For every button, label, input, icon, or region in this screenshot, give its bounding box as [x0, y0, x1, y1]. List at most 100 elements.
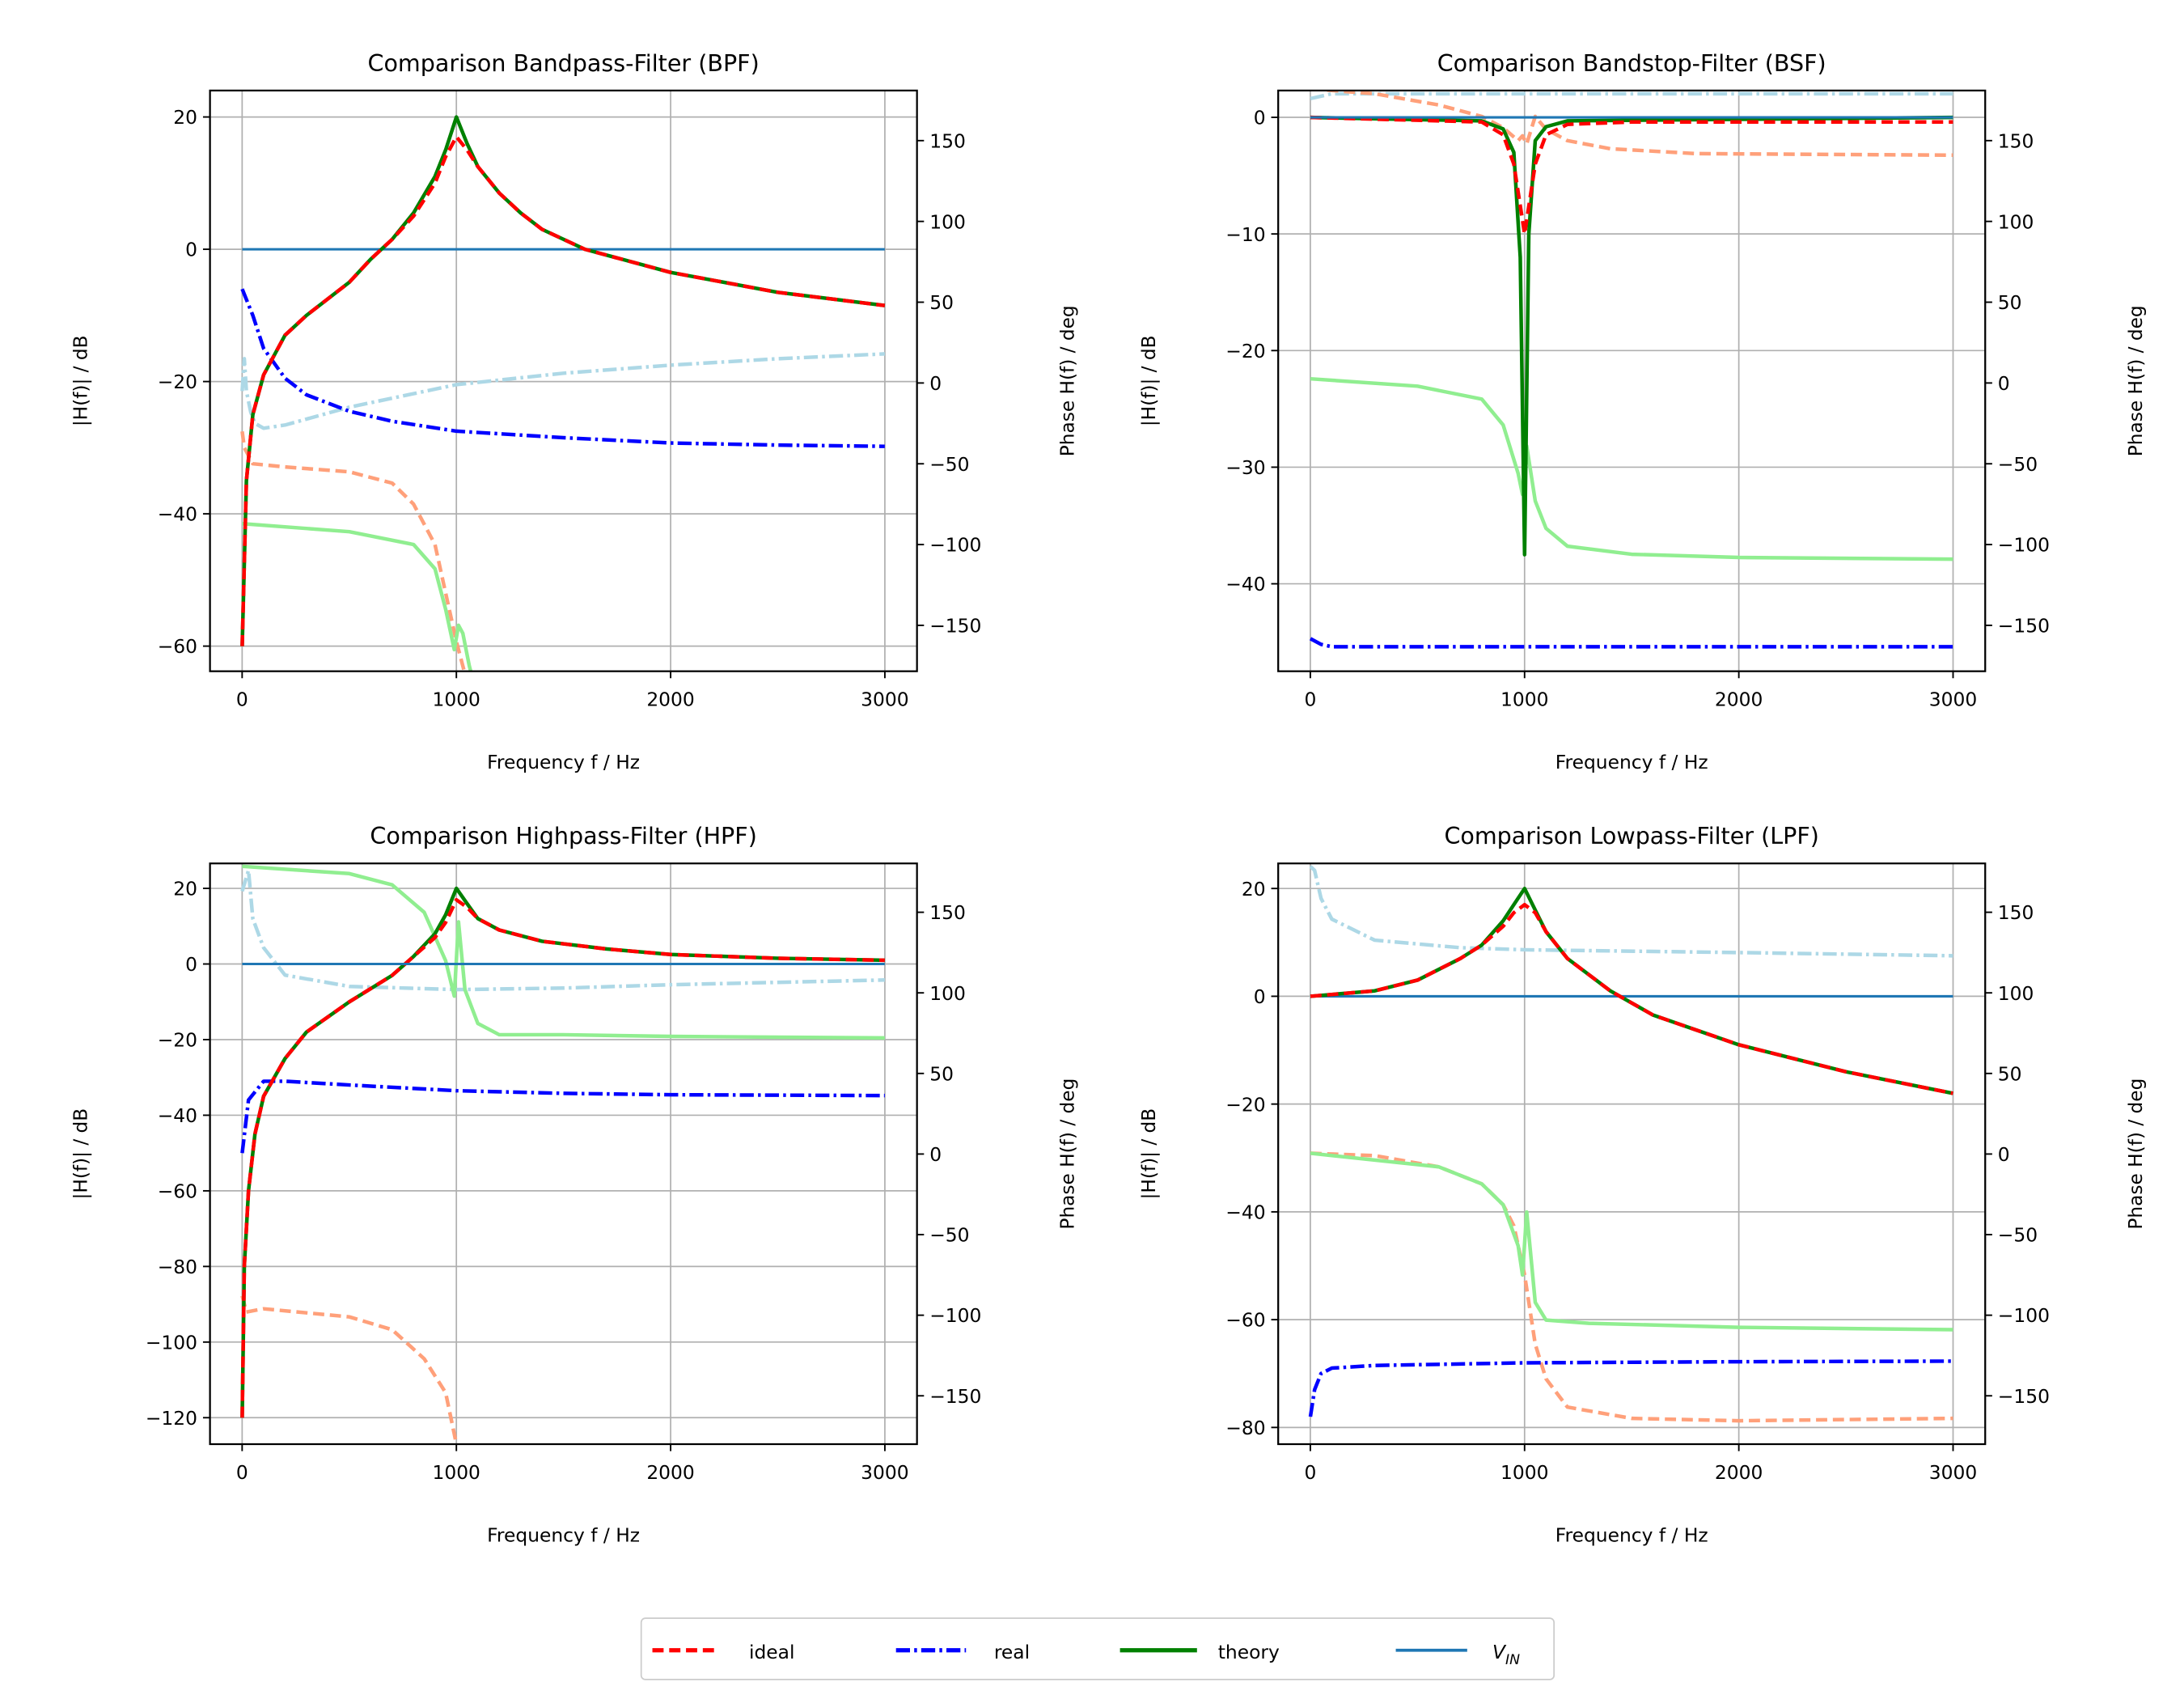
- y-right-tick-label: −150: [929, 616, 981, 638]
- y-right-tick-label: 50: [1998, 292, 2022, 314]
- y-tick-label: −40: [1225, 574, 1265, 595]
- y-right-tick-label: −150: [1998, 616, 2050, 638]
- y-right-tick-label: 0: [1998, 373, 2010, 395]
- y-axis-label: |H(f)| / dB: [1138, 335, 1160, 426]
- y-right-tick-label: −100: [929, 1305, 981, 1327]
- y-right-tick-label: 150: [1998, 902, 2034, 924]
- y-tick-label: −120: [146, 1408, 197, 1430]
- y-right-tick-label: 150: [1998, 130, 2034, 152]
- x-tick-label: 1000: [1500, 689, 1548, 711]
- series-theory-phase-line: [242, 521, 473, 672]
- x-tick-label: 3000: [861, 1462, 908, 1484]
- y-right-tick-label: 150: [929, 130, 966, 152]
- x-tick-label: 0: [1304, 1462, 1316, 1484]
- x-axis-label: Frequency f / Hz: [1555, 1525, 1708, 1547]
- y-tick-label: −60: [158, 636, 197, 658]
- y-right-tick-label: 100: [929, 211, 966, 233]
- y-right-tick-label: −50: [929, 1225, 969, 1247]
- y-right-tick-label: −150: [1998, 1386, 2050, 1408]
- legend-vin-sub: IN: [1505, 1652, 1520, 1668]
- series-group: [240, 864, 885, 1444]
- series-ideal-phase-line: [240, 430, 467, 672]
- x-tick-label: 1000: [432, 1462, 480, 1484]
- y-axis-label: |H(f)| / dB: [1138, 1108, 1160, 1200]
- y-right-tick-label: 100: [1998, 211, 2034, 233]
- y-right-tick-label: 150: [929, 902, 966, 924]
- y-tick-label: −60: [1225, 1310, 1265, 1332]
- x-tick-label: 2000: [646, 689, 694, 711]
- legend-real-label: real: [994, 1642, 1030, 1663]
- y-right-tick-label: −50: [1998, 454, 2038, 476]
- series-ideal-phase-line: [1310, 1151, 1953, 1423]
- x-tick-label: 3000: [1929, 689, 1977, 711]
- legend-vin-label: VIN: [1492, 1642, 1520, 1668]
- x-axis-label: Frequency f / Hz: [487, 752, 640, 773]
- y-tick-label: −80: [158, 1256, 197, 1278]
- y-axis-label: |H(f)| / dB: [70, 1108, 91, 1200]
- legend: ideal real theory VIN: [640, 1617, 1555, 1680]
- subplot-3: 0 1000 2000 3000 20 0 −20 −40 −60 −80 150 100 50 0 −50…: [1138, 823, 2147, 1546]
- series-theory-line: [240, 886, 885, 1418]
- y-right-tick-label: −100: [929, 535, 981, 557]
- y-tick-label: −100: [146, 1332, 197, 1354]
- series-group: [1308, 865, 1953, 1423]
- x-tick-label: 3000: [861, 689, 908, 711]
- series-real-phase-line: [1310, 91, 1953, 101]
- series-theory-phase-line: [242, 864, 885, 1040]
- series-ideal-line: [1310, 115, 1953, 236]
- series-real-line: [1309, 637, 1953, 649]
- y-right-tick-label: 50: [929, 292, 954, 314]
- y-tick-label: −10: [1225, 224, 1265, 246]
- axes-frame: [209, 862, 918, 1446]
- y-tick-label: −80: [1225, 1417, 1265, 1439]
- y-right-tick-label: −50: [929, 454, 969, 476]
- x-axis-label: Frequency f / Hz: [1555, 752, 1708, 773]
- y-tick-label: −60: [158, 1181, 197, 1203]
- y-right-tick-label: 50: [929, 1063, 954, 1085]
- subplot-1: 0 1000 2000 3000 0 −10 −20 −30 −40 150 100 50 0 −50 −1…: [1138, 50, 2147, 773]
- y-right-tick-label: 0: [929, 1144, 942, 1166]
- subplot-2: 0 1000 2000 3000200−20−40−60−80−100−1201501…: [70, 823, 1078, 1546]
- x-tick-label: 3000: [1929, 1462, 1977, 1484]
- y-right-tick-label: 0: [1998, 1144, 2010, 1166]
- y-tick-label: −40: [158, 1105, 197, 1127]
- series-real-phase-line: [1309, 865, 1953, 958]
- x-tick-label: 2000: [1715, 689, 1763, 711]
- series-theory-line: [1310, 115, 1953, 557]
- y-axis-label: |H(f)| / dB: [70, 335, 91, 426]
- legend-theory-label: theory: [1218, 1642, 1280, 1663]
- series-real-line: [240, 288, 885, 448]
- y-right-axis-label: Phase H(f) / deg: [2125, 305, 2147, 456]
- series-group: [1309, 90, 1953, 649]
- chart-title: Comparison Bandpass-Filter (BPF): [368, 50, 760, 77]
- y-tick-label: −30: [1225, 457, 1265, 479]
- x-tick-label: 0: [236, 689, 248, 711]
- axes-frame: [1277, 89, 1987, 672]
- y-tick-label: 20: [173, 107, 197, 129]
- y-tick-label: 0: [185, 954, 197, 976]
- x-tick-label: 1000: [432, 689, 480, 711]
- y-tick-label: 20: [1242, 879, 1266, 900]
- y-tick-label: 20: [173, 879, 197, 900]
- y-right-tick-label: 50: [1998, 1063, 2022, 1085]
- y-right-tick-label: −100: [1998, 1305, 2050, 1327]
- series-real-line: [1308, 1359, 1953, 1417]
- y-tick-label: −40: [1225, 1202, 1265, 1224]
- y-right-tick-label: 100: [929, 983, 966, 1005]
- y-tick-label: −20: [158, 371, 197, 393]
- y-right-tick-label: 0: [929, 373, 942, 395]
- series-theory-phase-line: [1310, 376, 1953, 561]
- x-tick-label: 0: [236, 1462, 248, 1484]
- chart-title: Comparison Highpass-Filter (HPF): [370, 823, 756, 850]
- y-tick-label: −20: [158, 1030, 197, 1052]
- legend-vin-main: V: [1492, 1642, 1507, 1663]
- series-real-phase-line: [240, 352, 885, 430]
- y-tick-label: −20: [1225, 1094, 1265, 1116]
- legend-ideal-label: ideal: [749, 1642, 794, 1663]
- subplot-0: 0 1000 2000 3000 20 0 −20 −40 −60 150 100 50 0 −50 −10…: [70, 50, 1078, 773]
- y-right-axis-label: Phase H(f) / deg: [2125, 1078, 2147, 1230]
- x-axis-label: Frequency f / Hz: [487, 1525, 640, 1547]
- y-right-tick-label: 100: [1998, 983, 2034, 1005]
- y-tick-label: −40: [158, 504, 197, 526]
